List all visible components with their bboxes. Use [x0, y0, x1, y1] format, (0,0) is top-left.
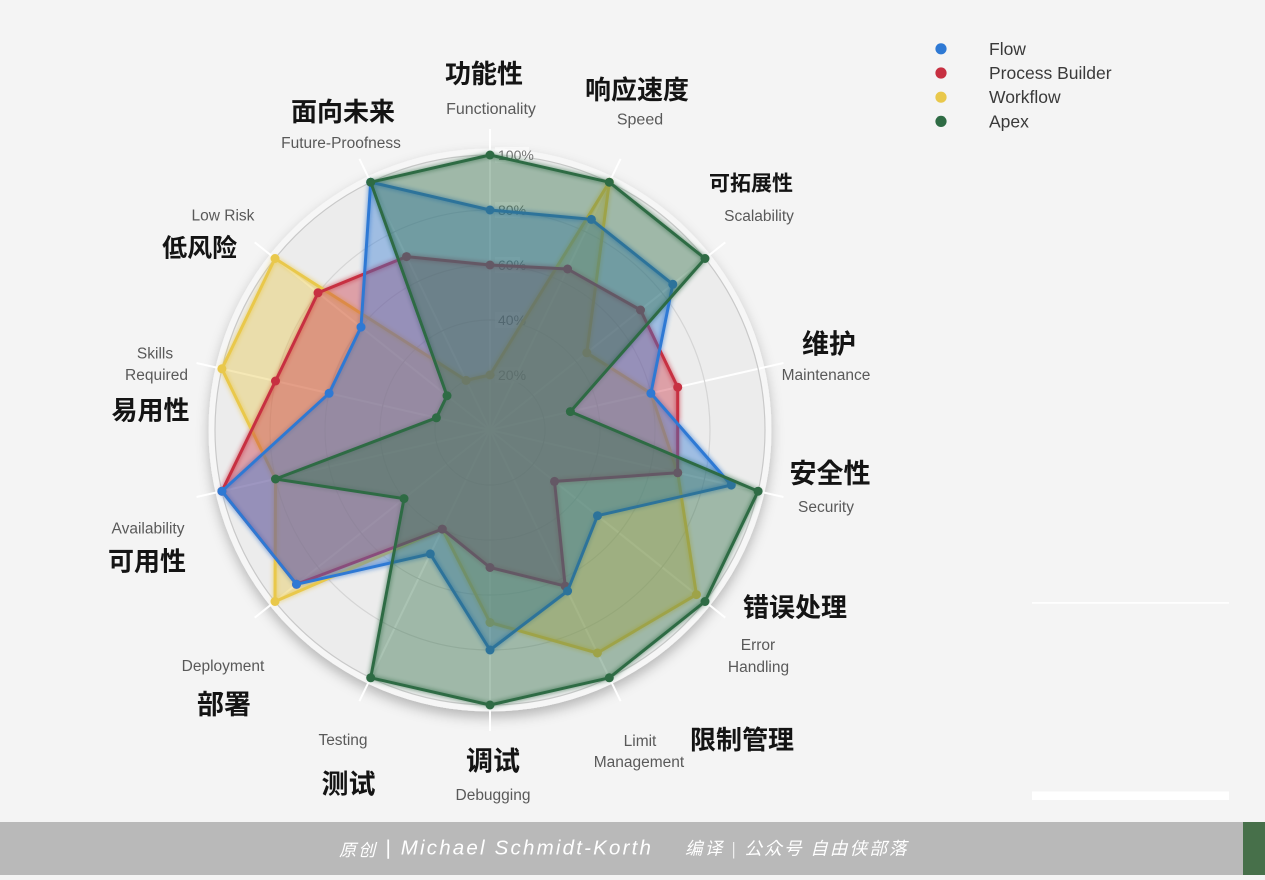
svg-text:Management: Management [594, 754, 685, 771]
svg-text:调试: 调试 [466, 740, 520, 779]
svg-text:响应速度: 响应速度 [585, 70, 689, 107]
svg-text:维护: 维护 [802, 323, 856, 362]
svg-text:测试: 测试 [322, 763, 376, 802]
svg-text:20%: 20% [498, 367, 526, 383]
svg-text:Scalability: Scalability [724, 208, 794, 225]
svg-text:Availability: Availability [112, 521, 185, 538]
svg-text:可拓展性: 可拓展性 [709, 168, 793, 198]
svg-text:Security: Security [798, 499, 854, 516]
svg-text:Flow: Flow [989, 39, 1026, 59]
svg-text:Speed: Speed [617, 112, 663, 129]
svg-text:Testing: Testing [318, 732, 367, 749]
svg-text:编译 | 公众号 自由侠部落: 编译 | 公众号 自由侠部落 [685, 836, 909, 861]
svg-text:Required: Required [125, 367, 188, 384]
svg-text:Limit: Limit [624, 733, 657, 750]
svg-text:面向未来: 面向未来 [291, 92, 395, 129]
svg-text:Debugging: Debugging [456, 787, 531, 804]
svg-text:功能性: 功能性 [445, 54, 523, 91]
svg-text:Apex: Apex [989, 111, 1029, 131]
svg-text:Process Builder: Process Builder [989, 63, 1112, 83]
svg-text:易用性: 易用性 [111, 391, 189, 428]
svg-text:Maintenance: Maintenance [782, 367, 871, 384]
svg-text:可用性: 可用性 [108, 542, 186, 579]
svg-text:Error: Error [741, 637, 775, 654]
svg-text:错误处理: 错误处理 [743, 588, 847, 625]
svg-text:Handling: Handling [728, 659, 789, 676]
svg-text:Low Risk: Low Risk [192, 208, 255, 225]
svg-text:Deployment: Deployment [182, 658, 265, 675]
svg-text:安全性: 安全性 [790, 452, 871, 491]
svg-text:限制管理: 限制管理 [690, 720, 794, 757]
svg-text:Skills: Skills [137, 346, 173, 363]
svg-text:Functionality: Functionality [446, 101, 536, 118]
svg-text:低风险: 低风险 [162, 229, 237, 265]
svg-text:部署: 部署 [197, 683, 251, 722]
svg-text:Workflow: Workflow [989, 87, 1061, 107]
svg-text:原创 | Michael Schmidt-Korth: 原创 | Michael Schmidt-Korth [339, 836, 653, 861]
svg-text:Future-Proofness: Future-Proofness [281, 135, 401, 152]
